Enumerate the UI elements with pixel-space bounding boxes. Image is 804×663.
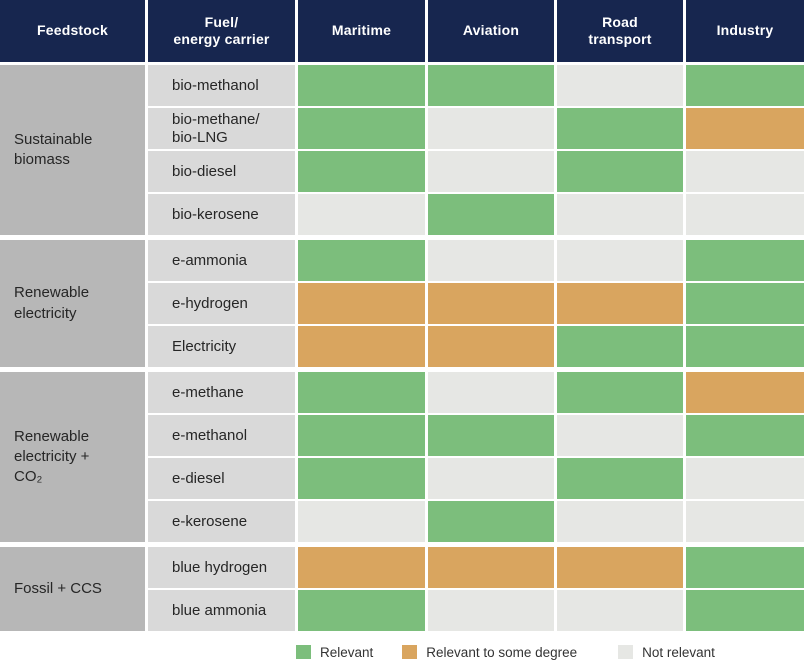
matrix-cell-aviation [428,240,554,281]
matrix-cell-road-transport [557,283,683,324]
matrix-cell-road-transport [557,65,683,106]
matrix-cell-maritime [298,108,425,149]
matrix-cell-road-transport [557,240,683,281]
matrix-cell-industry [686,65,804,106]
matrix-cell-industry [686,372,804,413]
matrix-cell-road-transport [557,590,683,631]
matrix-cell-aviation [428,415,554,456]
legend-item-not: Not relevant [618,645,715,660]
matrix-cell-industry [686,240,804,281]
fuel-label: bio-kerosene [148,194,295,235]
legend-label: Relevant to some degree [426,644,578,660]
matrix-cell-maritime [298,194,425,235]
feedstock-label: Sustainable biomass [0,65,145,235]
matrix-cell-road-transport [557,501,683,542]
legend-swatch-relevant [296,645,311,659]
legend-swatch-some [402,645,418,659]
matrix-cell-road-transport [557,458,683,499]
feedstock-group-0: Sustainable biomass bio-methanol bio-metha… [0,65,804,235]
fuel-label: e-methane [148,372,295,413]
feedstock-group-3: Fossil + CCS blue hydrogen blue ammonia [0,547,804,631]
matrix-cell-road-transport [557,194,683,235]
matrix-cell-aviation [428,458,554,499]
matrix-cell-aviation [428,590,554,631]
matrix-cell-maritime [298,547,425,588]
fuel-label: bio-methanol [148,65,295,106]
fuel-label: bio-diesel [148,151,295,192]
legend-item-some: Relevant to some degree [402,645,577,660]
legend-label: Relevant [320,644,374,660]
matrix-cell-road-transport [557,326,683,367]
header-cell-road-transport: Road transport [557,0,683,62]
matrix-cell-aviation [428,65,554,106]
fuel-label: e-hydrogen [148,283,295,324]
legend-item-relevant: Relevant [296,645,373,660]
matrix-cell-industry [686,590,804,631]
header-cell-industry: Industry [686,0,804,62]
matrix-body: Sustainable biomass bio-methanol bio-metha… [0,65,804,631]
matrix-cell-road-transport [557,547,683,588]
fuel-label: e-diesel [148,458,295,499]
matrix-cell-industry [686,547,804,588]
matrix-cell-maritime [298,65,425,106]
matrix-cell-industry [686,194,804,235]
matrix-header-row: Feedstock Fuel/ energy carrier Maritime … [0,0,804,62]
fuel-label: e-methanol [148,415,295,456]
fuel-label: bio-methane/ bio-LNG [148,108,295,149]
matrix-cell-aviation [428,326,554,367]
header-cell-fuel-energy-carrier: Fuel/ energy carrier [148,0,295,62]
matrix-cell-industry [686,501,804,542]
matrix-cell-aviation [428,283,554,324]
matrix-cell-maritime [298,240,425,281]
header-cell-aviation: Aviation [428,0,554,62]
matrix-cell-industry [686,283,804,324]
fuel-label: Electricity [148,326,295,367]
legend: Relevant Relevant to some degree Not relev… [296,636,804,663]
matrix-cell-maritime [298,415,425,456]
fuel-label: blue hydrogen [148,547,295,588]
matrix-cell-aviation [428,372,554,413]
matrix-cell-aviation [428,151,554,192]
matrix-cell-aviation [428,501,554,542]
matrix-cell-industry [686,151,804,192]
fuel-label: blue ammonia [148,590,295,631]
matrix-cell-maritime [298,151,425,192]
matrix-cell-road-transport [557,372,683,413]
feedstock-group-2: Renewable electricity + CO₂ e-methane e-me… [0,372,804,542]
feedstock-label: Renewable electricity + CO₂ [0,372,145,542]
matrix-cell-industry [686,415,804,456]
matrix-cell-maritime [298,590,425,631]
matrix-cell-maritime [298,326,425,367]
matrix-cell-road-transport [557,108,683,149]
legend-swatch-not [618,645,634,659]
header-cell-maritime: Maritime [298,0,425,62]
matrix-cell-maritime [298,501,425,542]
matrix-cell-industry [686,326,804,367]
fuel-label: e-ammonia [148,240,295,281]
legend-label: Not relevant [642,644,715,660]
matrix-cell-aviation [428,194,554,235]
header-cell-feedstock: Feedstock [0,0,145,62]
feedstock-group-1: Renewable electricity e-ammonia e-hydrogen… [0,240,804,367]
matrix-cell-aviation [428,108,554,149]
matrix-cell-maritime [298,283,425,324]
matrix-cell-industry [686,108,804,149]
feedstock-label: Renewable electricity [0,240,145,367]
fuel-label: e-kerosene [148,501,295,542]
feedstock-label: Fossil + CCS [0,547,145,631]
matrix-cell-road-transport [557,415,683,456]
matrix-cell-maritime [298,458,425,499]
matrix-cell-aviation [428,547,554,588]
matrix-cell-road-transport [557,151,683,192]
matrix-cell-industry [686,458,804,499]
matrix-cell-maritime [298,372,425,413]
